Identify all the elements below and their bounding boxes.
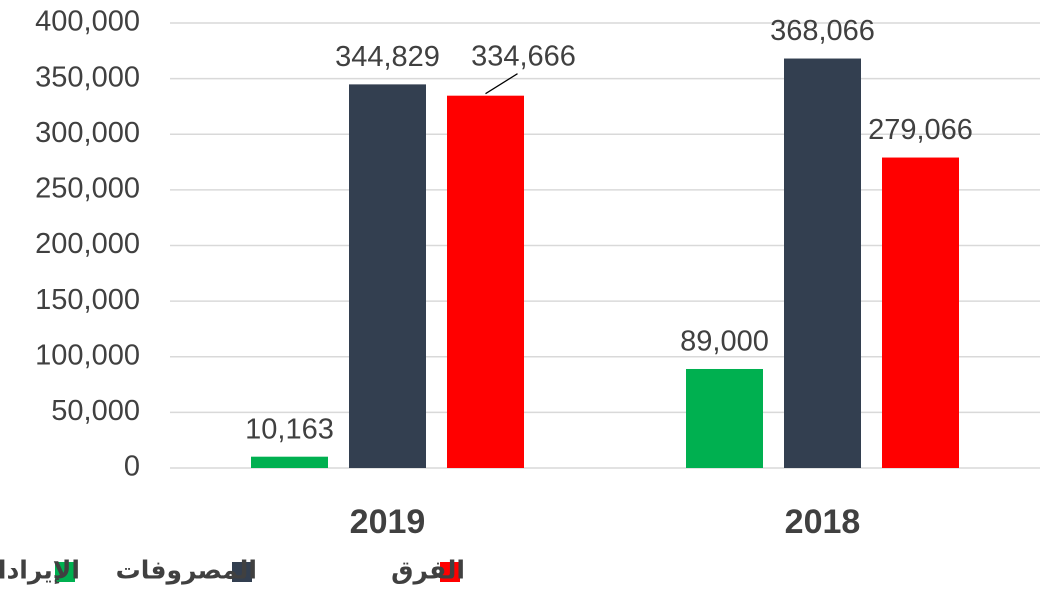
legend-swatch <box>440 562 460 582</box>
value-label: 334,666 <box>471 40 576 72</box>
bar <box>784 58 861 468</box>
bar <box>686 368 763 468</box>
y-tick-label: 0 <box>124 451 140 483</box>
y-tick-label: 50,000 <box>51 395 140 427</box>
x-tick-label: 2019 <box>350 503 426 541</box>
y-tick-label: 100,000 <box>35 339 140 371</box>
y-tick-label: 200,000 <box>35 228 140 260</box>
leader-line <box>485 73 518 95</box>
value-label: 279,066 <box>868 114 973 146</box>
value-label: 10,163 <box>245 413 334 445</box>
legend-label: الفرق <box>391 557 465 586</box>
y-tick-label: 250,000 <box>35 173 140 205</box>
bar <box>349 84 426 468</box>
legend-label: الإيرادات <box>0 557 80 586</box>
y-tick-label: 150,000 <box>35 284 140 316</box>
legend-swatch <box>55 562 75 582</box>
bar <box>447 95 524 468</box>
y-tick-label: 400,000 <box>35 6 140 38</box>
legend-label: المصروفات <box>116 557 257 586</box>
x-tick-label: 2018 <box>785 503 861 541</box>
value-label: 89,000 <box>680 326 769 358</box>
y-tick-label: 300,000 <box>35 117 140 149</box>
legend-swatch <box>232 562 252 582</box>
value-label: 368,066 <box>770 15 875 47</box>
bar <box>251 456 328 468</box>
bar <box>882 157 959 469</box>
value-label: 344,829 <box>335 41 440 73</box>
y-tick-label: 350,000 <box>35 61 140 93</box>
